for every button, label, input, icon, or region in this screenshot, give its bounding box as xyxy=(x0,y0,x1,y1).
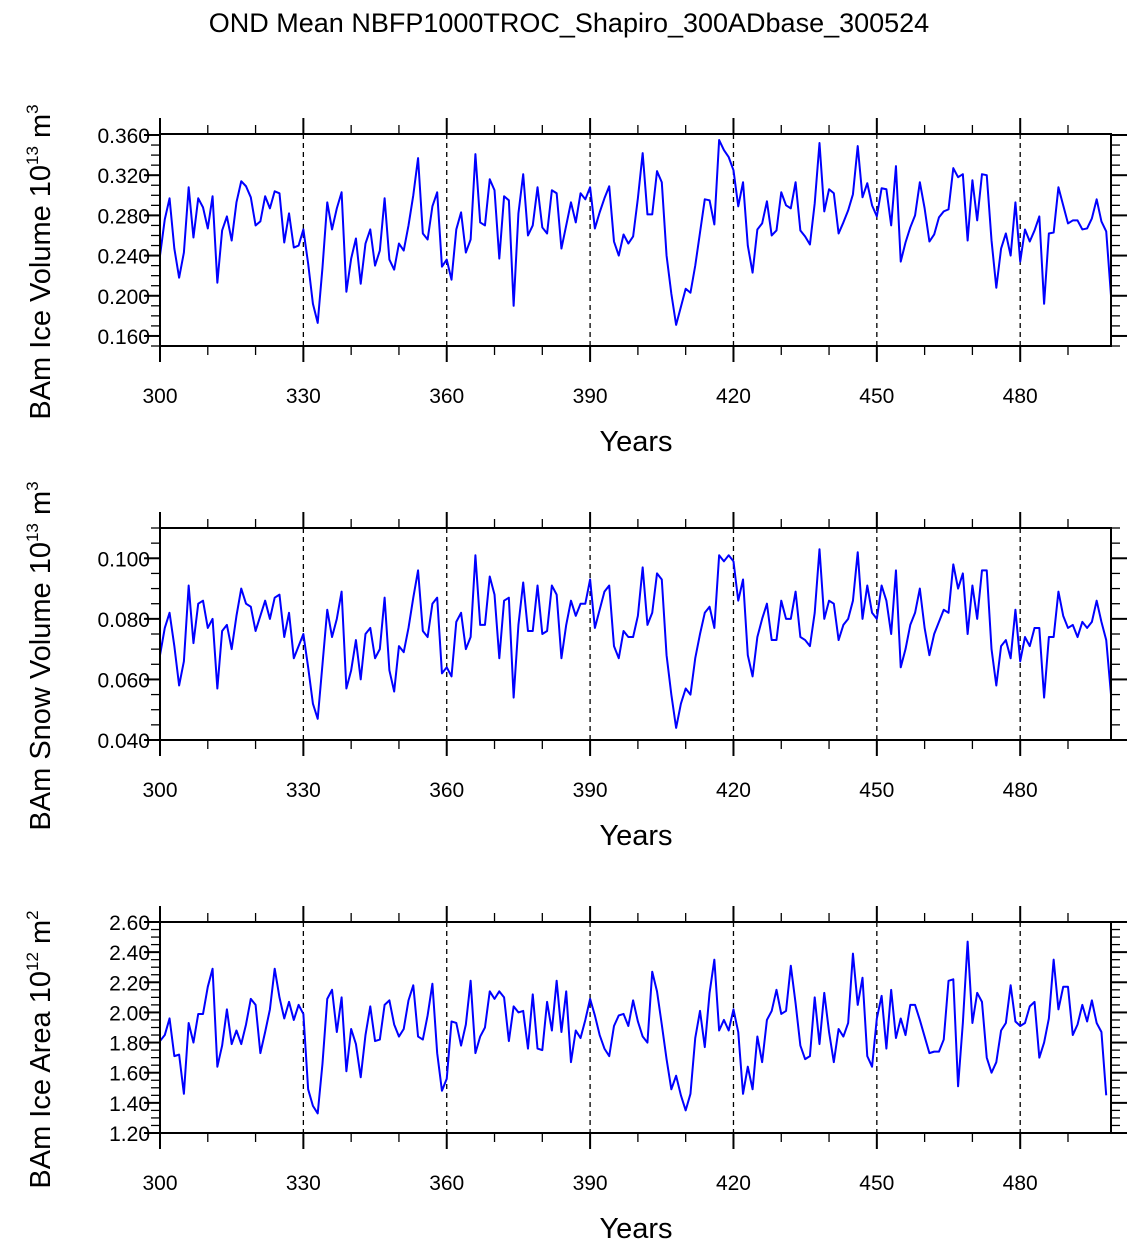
x-tick-label: 390 xyxy=(573,385,608,408)
y-label-unit-exponent: 3 xyxy=(23,104,42,113)
y-tick-label: 0.360 xyxy=(97,125,150,148)
y-tick-label: 2.00 xyxy=(109,1002,150,1025)
panel-3: 300 330 360 390 420 450 480 Years 1.20 1.40 1.60 1.… xyxy=(23,906,1127,1245)
x-tick-label: 480 xyxy=(1003,779,1038,802)
y-label-text: BAm Snow Volume 10 xyxy=(25,542,57,831)
y-label-exponent: 13 xyxy=(23,146,42,165)
x-tick-label: 450 xyxy=(859,779,894,802)
y-tick-label: 0.100 xyxy=(97,548,150,571)
x-tick-label: 420 xyxy=(716,385,751,408)
y-label-unit: m xyxy=(25,114,57,146)
y-axis-label: BAm Ice Volume 1013 m3 xyxy=(23,104,57,419)
y-tick-label: 0.280 xyxy=(97,205,150,228)
x-tick-label: 450 xyxy=(859,1172,894,1195)
y-tick-label: 2.20 xyxy=(109,972,150,995)
plot-frame xyxy=(159,133,1112,347)
x-tick-label: 360 xyxy=(429,385,464,408)
x-tick-label: 390 xyxy=(573,779,608,802)
y-label-unit-exponent: 3 xyxy=(23,481,42,490)
y-label-unit: m xyxy=(25,920,57,952)
x-tick-label: 330 xyxy=(286,385,321,408)
series-line xyxy=(159,940,1108,1115)
chart-title: OND Mean NBFP1000TROC_Shapiro_300ADbase_… xyxy=(209,8,929,38)
x-axis-label: Years xyxy=(599,426,672,458)
y-tick-label: 0.040 xyxy=(97,730,150,753)
x-tick-label: 300 xyxy=(142,385,177,408)
y-tick-label: 0.320 xyxy=(97,165,150,188)
y-tick-label: 1.20 xyxy=(109,1123,150,1146)
y-label-unit: m xyxy=(25,491,57,523)
y-tick-label: 0.160 xyxy=(97,326,150,349)
series-line xyxy=(159,139,1112,326)
y-tick-label: 0.080 xyxy=(97,609,150,632)
x-axis-label: Years xyxy=(599,1213,672,1245)
x-tick-label: 420 xyxy=(716,1172,751,1195)
x-tick-label: 360 xyxy=(429,779,464,802)
y-tick-label: 0.060 xyxy=(97,669,150,692)
y-tick-label: 2.60 xyxy=(109,912,150,935)
x-tick-label: 300 xyxy=(142,1172,177,1195)
y-label-text: BAm Ice Volume 10 xyxy=(25,165,57,420)
panel-2: 300 330 360 390 420 450 480 Years 0.040 0.060 0.08… xyxy=(23,481,1127,852)
x-tick-label: 390 xyxy=(573,1172,608,1195)
y-tick-label: 1.40 xyxy=(109,1093,150,1116)
x-tick-label: 330 xyxy=(286,1172,321,1195)
x-tick-label: 360 xyxy=(429,1172,464,1195)
x-tick-label: 420 xyxy=(716,779,751,802)
panel-1: 300 330 360 390 420 450 480 Years 0.160 0.200 0.24… xyxy=(23,104,1127,458)
y-label-unit-exponent: 2 xyxy=(23,910,42,919)
y-axis-label: BAm Snow Volume 1013 m3 xyxy=(23,481,57,830)
y-tick-label: 2.40 xyxy=(109,942,150,965)
x-tick-label: 480 xyxy=(1003,385,1038,408)
y-axis-label: BAm Ice Area 1012 m2 xyxy=(23,910,57,1188)
x-axis-label: Years xyxy=(599,820,672,852)
series-line xyxy=(159,548,1112,729)
y-tick-label: 1.80 xyxy=(109,1033,150,1056)
y-label-exponent: 12 xyxy=(23,952,42,971)
y-tick-label: 0.240 xyxy=(97,246,150,269)
y-tick-label: 0.200 xyxy=(97,286,150,309)
x-tick-label: 330 xyxy=(286,779,321,802)
y-label-exponent: 13 xyxy=(23,523,42,542)
x-tick-label: 480 xyxy=(1003,1172,1038,1195)
x-tick-label: 450 xyxy=(859,385,894,408)
y-tick-label: 1.60 xyxy=(109,1063,150,1086)
y-label-text: BAm Ice Area 10 xyxy=(25,971,57,1189)
x-tick-label: 300 xyxy=(142,779,177,802)
